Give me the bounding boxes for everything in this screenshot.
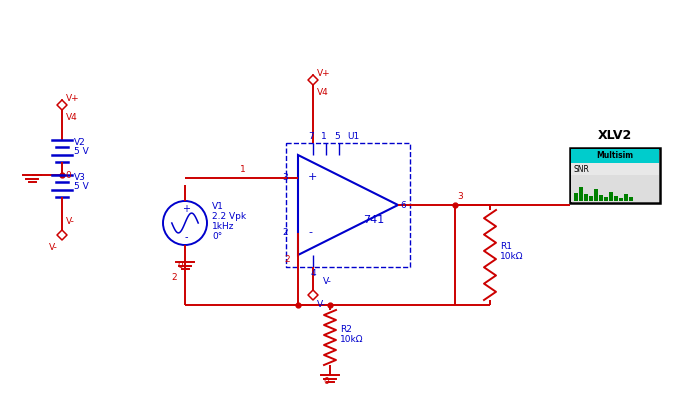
Bar [609, 192, 613, 201]
Text: 2: 2 [284, 255, 290, 265]
Bar [571, 175, 659, 202]
Bar [570, 148, 660, 203]
Text: V+: V+ [317, 69, 331, 78]
Text: 3: 3 [457, 192, 463, 201]
Text: 1: 1 [240, 165, 246, 174]
Text: 5: 5 [334, 132, 340, 141]
Text: 5 V: 5 V [74, 147, 89, 156]
Bar [599, 195, 603, 201]
Bar [594, 189, 598, 201]
Text: 6: 6 [400, 200, 406, 210]
Bar [624, 194, 628, 201]
Text: V-: V- [323, 277, 332, 286]
Text: SNR: SNR [574, 165, 590, 173]
Text: R1: R1 [500, 242, 512, 251]
Bar [629, 197, 633, 201]
Text: 0: 0 [323, 377, 329, 386]
Text: +: + [182, 204, 190, 214]
Text: -: - [308, 228, 312, 237]
Text: V-: V- [66, 216, 75, 226]
Text: 0: 0 [177, 261, 183, 270]
Text: -: - [184, 232, 188, 242]
Bar [619, 198, 623, 201]
Text: Multisim: Multisim [597, 152, 634, 160]
Text: 741: 741 [363, 215, 384, 225]
Text: 1: 1 [321, 132, 327, 141]
Text: V4: V4 [66, 113, 78, 122]
Bar [571, 149, 659, 163]
Text: 1kHz: 1kHz [212, 222, 235, 231]
Text: 10kΩ: 10kΩ [340, 334, 364, 344]
Text: V1: V1 [212, 202, 224, 211]
Text: 10kΩ: 10kΩ [500, 252, 524, 261]
Text: 4: 4 [310, 269, 316, 278]
Text: V2: V2 [74, 138, 86, 147]
Text: V4: V4 [317, 88, 329, 97]
Bar [614, 196, 618, 201]
Bar [584, 194, 588, 201]
Text: R2: R2 [340, 325, 352, 333]
Text: 0: 0 [65, 171, 71, 179]
Bar [604, 197, 608, 201]
Text: 2: 2 [282, 228, 288, 237]
Text: 0°: 0° [212, 232, 222, 241]
Bar [571, 163, 659, 175]
Text: V3: V3 [74, 173, 86, 182]
Text: V+: V+ [66, 94, 80, 103]
Text: +: + [308, 173, 317, 183]
Text: U1: U1 [347, 132, 359, 141]
Bar [589, 196, 593, 201]
Text: 2.2 Vpk: 2.2 Vpk [212, 212, 246, 221]
Text: V-: V- [317, 300, 326, 309]
Text: V-: V- [49, 243, 58, 252]
Bar [579, 187, 583, 201]
Text: 2: 2 [171, 273, 177, 282]
Text: XLV2: XLV2 [598, 129, 632, 142]
Text: 3: 3 [282, 173, 288, 182]
Text: 5 V: 5 V [74, 182, 89, 191]
Bar [574, 193, 578, 201]
Text: 7: 7 [308, 132, 314, 141]
